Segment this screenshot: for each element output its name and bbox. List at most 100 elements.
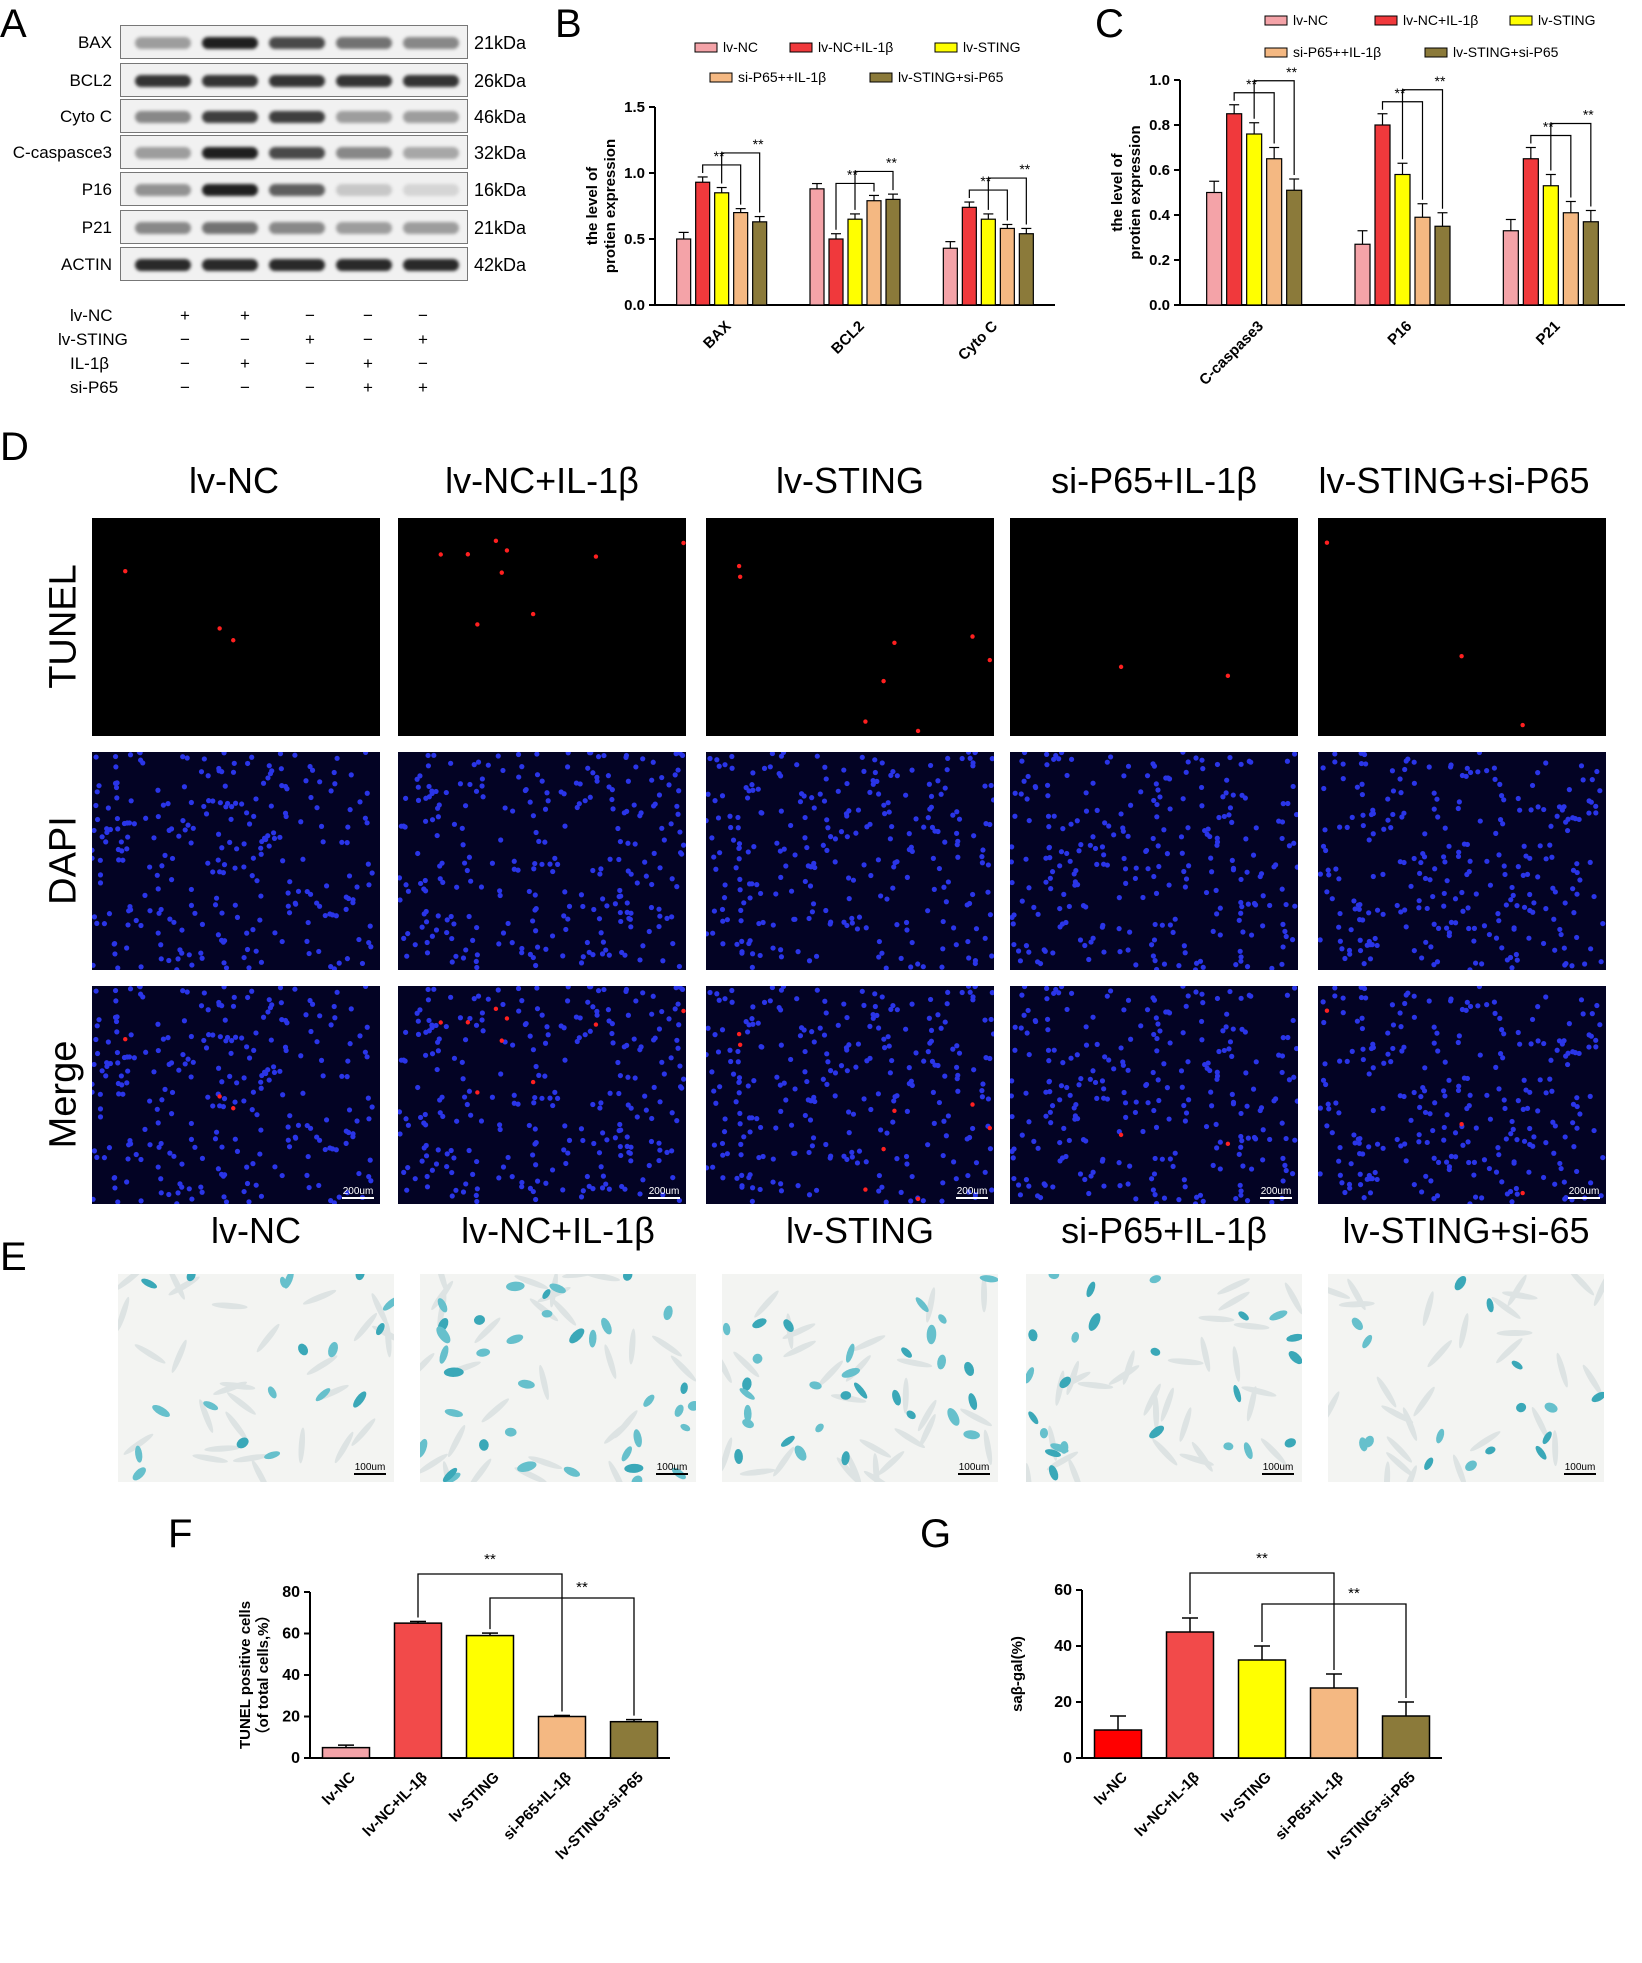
cell-outline [919,1413,936,1447]
nucleus-dot [1200,766,1206,772]
stained-cell [926,1324,937,1345]
nucleus-dot [254,1112,260,1118]
nucleus-dot [745,1083,751,1089]
tunel-dot [987,1125,993,1131]
nucleus-dot [657,913,663,919]
nucleus-dot [609,796,615,803]
nucleus-dot [500,1164,507,1170]
nucleus-dot [279,782,285,789]
nucleus-dot [591,906,597,913]
bar [1018,233,1034,306]
nucleus-dot [1043,1089,1049,1095]
nucleus-dot [203,1045,210,1051]
x-tick-label: Cyto C [955,318,1001,364]
nucleus-dot [1088,939,1094,945]
nucleus-dot [112,987,119,994]
nucleus-dot [1541,806,1547,813]
nucleus-dot [1408,883,1414,889]
nucleus-dot [1320,999,1326,1005]
nucleus-dot [1495,911,1501,917]
nucleus-dot [1446,930,1453,936]
nucleus-dot [1322,827,1328,833]
nucleus-dot [478,884,485,890]
nucleus-dot [1340,1010,1346,1016]
nucleus-dot [320,839,326,845]
nucleus-dot [137,991,144,997]
nucleus-dot [1459,772,1466,779]
blot-band [135,75,191,87]
nucleus-dot [903,919,910,926]
stained-cell [1059,1376,1071,1389]
nucleus-dot [1156,1097,1162,1104]
nucleus-dot [97,880,104,886]
nucleus-dot [814,987,820,993]
nucleus-dot [1528,807,1534,813]
nucleus-dot [1552,947,1558,953]
nucleus-dot [979,854,985,860]
nucleus-dot [1351,898,1357,904]
nucleus-dot [215,1166,221,1172]
nucleus-dot [821,798,828,804]
nucleus-dot [885,800,891,806]
nucleus-dot [640,756,646,762]
nucleus-dot [1535,874,1541,880]
stained-cell [663,1305,673,1321]
nucleus-dot [198,1184,204,1190]
nucleus-dot [1339,946,1345,952]
nucleus-dot [1156,863,1162,870]
nucleus-dot [750,1021,756,1027]
nucleus-dot [1481,923,1488,929]
nucleus-dot [1431,806,1437,812]
nucleus-dot [1090,935,1096,941]
nucleus-dot [867,1023,873,1029]
nucleus-dot [777,848,783,854]
cell-outline [1568,1274,1595,1296]
sig-bracket [1189,1572,1335,1670]
bar [961,206,977,306]
stained-cell [752,1318,767,1329]
nucleus-dot [1217,932,1223,938]
nucleus-dot [1571,1144,1577,1150]
nucleus-dot [1186,1097,1192,1103]
nucleus-dot [1180,986,1186,989]
nucleus-dot [1591,1127,1597,1134]
nucleus-dot [1285,800,1291,807]
nucleus-dot [1550,1119,1556,1125]
nucleus-dot [201,1037,207,1044]
nucleus-dot [509,940,515,946]
nucleus-dot [440,879,446,886]
nucleus-dot [729,765,735,771]
blot-band [202,184,258,196]
nucleus-dot [1389,768,1396,774]
nucleus-dot [249,1107,255,1113]
nucleus-dot [516,774,522,780]
stained-cell [979,1275,998,1283]
nucleus-dot [1071,1105,1077,1111]
nucleus-dot [1021,986,1028,990]
x-tick-label: lv-STING [446,1769,503,1826]
nucleus-dot [154,1106,160,1112]
nucleus-dot [283,1047,289,1054]
nucleus-dot [1337,1058,1343,1064]
nucleus-dot [328,1198,334,1204]
nucleus-dot [598,1100,604,1106]
stained-cell [815,1423,824,1433]
nucleus-dot [426,1028,432,1034]
panel-label-a: A [0,2,27,46]
nucleus-dot [734,941,740,947]
nucleus-dot [987,912,994,918]
nucleus-dot [192,1144,198,1150]
nucleus-dot [792,852,798,858]
nucleus-dot [1509,1199,1515,1204]
nucleus-dot [1181,1102,1187,1109]
nucleus-dot [489,860,496,866]
nucleus-dot [265,775,271,781]
nucleus-dot [1209,1103,1215,1109]
nucleus-dot [716,763,722,769]
micrograph-bg [722,1274,998,1482]
nucleus-dot [889,823,895,830]
nucleus-dot [1358,752,1364,756]
nucleus-dot [1467,1003,1474,1010]
nucleus-dot [162,1086,168,1092]
nucleus-dot [990,1031,994,1037]
